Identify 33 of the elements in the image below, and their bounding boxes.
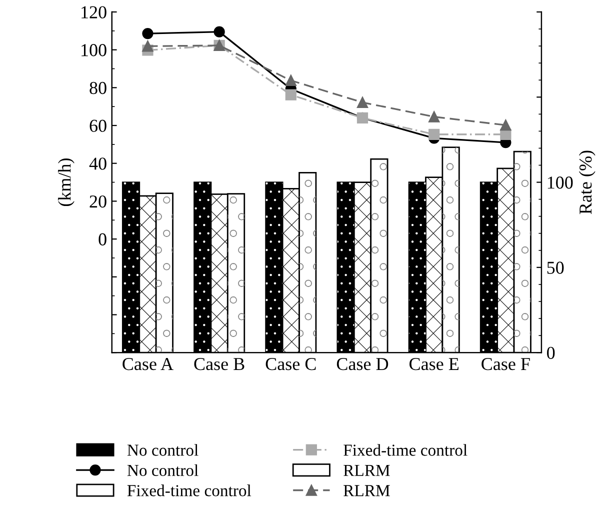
point [142,40,154,52]
y-tick-label: 0 [98,233,106,246]
y-tick-label: 40 [89,158,106,170]
y-tick-label: 60 [90,120,106,132]
point [214,26,225,38]
legend-label: RLRM [344,464,390,476]
point [285,89,296,100]
legend-label: RLRM [344,485,390,496]
y-tick-label: 80 [90,82,106,94]
y2-tick-label: 100 [548,176,573,189]
y2-tick-label: 0 [547,346,555,359]
y-tick-label: 100 [82,44,106,56]
x-tick-label: Case D [336,358,388,370]
point [500,120,512,131]
legend-label: No control [127,444,198,456]
legend-label: Fixed-time control [127,484,252,496]
x-tick-label: Case B [194,358,244,370]
point [142,28,154,40]
point [428,128,440,140]
x-tick-label: Case E [410,358,459,370]
x-tick-label: Case F [482,358,530,370]
y-tick-label: 120 [82,6,106,18]
y2-tick-label: 50 [547,262,564,274]
point [356,96,368,108]
y-tick-label: 20 [90,195,106,208]
y2-axis-title: Rate (%) [578,150,596,214]
x-tick-label: Case C [266,358,316,370]
point [428,111,440,122]
legend-label: Fixed-time control [344,444,468,456]
legend-label: No control [127,464,198,476]
y-axis-title: (km/h) [58,158,74,206]
x-tick-label: Case A [122,358,174,370]
point [285,74,296,86]
